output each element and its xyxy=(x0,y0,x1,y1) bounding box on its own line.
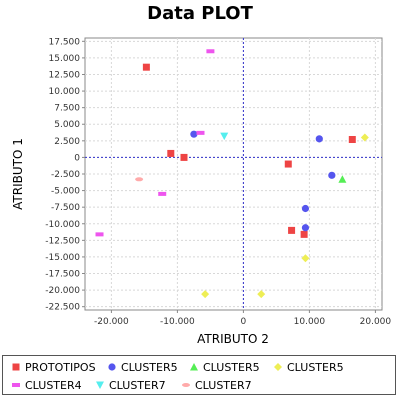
data-points xyxy=(95,49,369,299)
legend-item: CLUSTER5 xyxy=(189,358,260,376)
y-tick-label: -15.000 xyxy=(45,253,80,263)
y-tick-label: -10.000 xyxy=(45,220,80,230)
legend-marker xyxy=(96,381,104,389)
scatter-chart: Data PLOT -20.000 -10.000 0 10.000 20.000 17.… xyxy=(11,3,391,346)
y-tick-label: -2.500 xyxy=(51,170,80,180)
legend-item: CLUSTER7 xyxy=(95,376,166,394)
legend-swatch xyxy=(108,363,116,371)
y-tick-label: 12.500 xyxy=(49,70,81,80)
y-tick-label: 5.000 xyxy=(54,120,80,130)
data-point xyxy=(135,177,144,182)
chart-legend: PROTOTIPOS CLUSTER5 CLUSTER5 CLUSTER5 CLUST… xyxy=(2,355,396,395)
legend-label: PROTOTIPOS xyxy=(25,360,96,374)
y-tick-label: -20.000 xyxy=(45,286,80,296)
legend-swatch xyxy=(96,381,104,389)
legend-swatch xyxy=(12,363,20,371)
series-1 xyxy=(142,63,356,238)
legend-row: CLUSTER4 CLUSTER7 CLUSTER7 xyxy=(3,376,395,394)
series-7 xyxy=(135,177,144,182)
data-point xyxy=(348,136,356,144)
series-2 xyxy=(190,130,336,232)
series-6 xyxy=(220,132,229,141)
data-point xyxy=(300,230,308,238)
y-tick-label: 15.000 xyxy=(49,54,81,64)
data-point xyxy=(95,232,104,237)
series-5 xyxy=(95,49,215,237)
data-point xyxy=(220,132,229,141)
axis-ticks: -20.000 -10.000 0 10.000 20.000 17.500 15.000 1… xyxy=(45,37,391,327)
chart-title: Data PLOT xyxy=(147,3,253,24)
data-point xyxy=(301,254,310,263)
x-tick-label: 0 xyxy=(241,317,247,327)
data-point xyxy=(142,63,150,71)
legend-label: CLUSTER5 xyxy=(121,360,178,374)
legend-marker xyxy=(108,363,116,371)
legend-swatch xyxy=(12,383,20,387)
legend-marker xyxy=(12,363,20,371)
data-point xyxy=(360,133,369,142)
y-tick-label: -17.500 xyxy=(45,270,80,280)
legend-label: CLUSTER4 xyxy=(25,378,82,392)
y-tick-label: -5.000 xyxy=(51,187,80,197)
legend-label: CLUSTER5 xyxy=(287,360,344,374)
data-point xyxy=(288,226,296,234)
legend-item: PROTOTIPOS xyxy=(11,358,96,376)
legend-item: CLUSTER7 xyxy=(181,376,252,394)
y-tick-label: 17.500 xyxy=(49,37,81,47)
data-point xyxy=(315,135,323,143)
data-point xyxy=(196,130,205,135)
zero-lines xyxy=(85,38,382,310)
data-point xyxy=(201,290,210,299)
data-point xyxy=(167,149,175,157)
x-tick-label: 20.000 xyxy=(360,317,392,327)
data-point xyxy=(180,153,188,161)
legend-marker xyxy=(190,363,198,371)
y-tick-label: 7.500 xyxy=(54,104,80,114)
data-point xyxy=(338,175,347,183)
legend-item: CLUSTER4 xyxy=(11,376,82,394)
legend-row: PROTOTIPOS CLUSTER5 CLUSTER5 CLUSTER5 xyxy=(3,358,395,376)
data-point xyxy=(158,191,167,196)
x-tick-label: -10.000 xyxy=(160,317,195,327)
series-4 xyxy=(201,133,369,299)
legend-marker xyxy=(274,363,282,371)
data-point xyxy=(206,49,215,54)
x-axis-label: ATRIBUTO 2 xyxy=(197,332,269,346)
legend-item: CLUSTER5 xyxy=(107,358,178,376)
data-point xyxy=(284,160,292,168)
y-tick-label: -7.500 xyxy=(51,203,80,213)
y-tick-label: 10.000 xyxy=(49,87,81,97)
y-tick-label: -12.500 xyxy=(45,236,80,246)
data-point xyxy=(190,130,198,138)
legend-label: CLUSTER7 xyxy=(195,378,252,392)
data-point xyxy=(257,290,266,299)
data-point xyxy=(301,204,310,213)
y-axis-label: ATRIBUTO 1 xyxy=(11,138,25,210)
legend-swatch xyxy=(274,363,282,371)
legend-swatch xyxy=(190,363,198,371)
series-3 xyxy=(338,175,347,183)
y-tick-label: 2.500 xyxy=(54,137,80,147)
y-tick-label: -22.500 xyxy=(45,303,80,313)
y-tick-label: 0 xyxy=(74,153,80,163)
legend-swatch xyxy=(182,383,190,387)
legend-label: CLUSTER7 xyxy=(109,378,166,392)
legend-marker xyxy=(182,383,190,387)
data-point xyxy=(301,224,310,232)
legend-item: CLUSTER5 xyxy=(273,358,344,376)
x-tick-label: -20.000 xyxy=(94,317,129,327)
legend-marker xyxy=(12,383,20,387)
legend-label: CLUSTER5 xyxy=(203,360,260,374)
x-tick-label: 10.000 xyxy=(294,317,326,327)
data-point xyxy=(328,171,336,179)
